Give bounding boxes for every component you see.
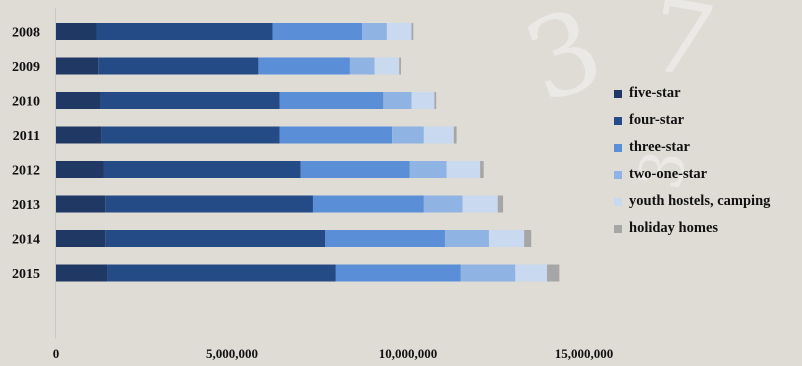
legend-label: five-star — [629, 85, 681, 101]
category-label-2013: 2013 — [12, 198, 40, 213]
legend-label: four-star — [629, 112, 685, 128]
legend-swatch — [614, 89, 622, 98]
bar-2011-youth-hostels-camping — [423, 126, 454, 144]
legend-item: youth hostels, camping — [614, 188, 770, 215]
bar-2013-two-one-star — [423, 195, 463, 213]
bar-2009-four-star — [98, 57, 259, 75]
legend-swatch — [614, 170, 622, 179]
bar-2008-four-star — [96, 23, 273, 40]
bar-2010-holiday-homes — [434, 92, 437, 109]
bar-2012-holiday-homes — [480, 161, 484, 178]
legend-item: two-one-star — [614, 161, 770, 188]
bar-2010-youth-hostels-camping — [411, 92, 435, 109]
x-tick-label: 15,000,000 — [555, 346, 614, 361]
bar-2010-three-star — [279, 92, 384, 109]
bar-2015-two-one-star — [460, 264, 516, 282]
bar-2012-two-one-star — [409, 161, 447, 178]
x-tick-label: 10,000,000 — [379, 346, 438, 361]
bar-2014-two-one-star — [444, 230, 489, 247]
legend-label: two-one-star — [629, 166, 708, 182]
legend: five-star four-star three-star two-one-star… — [614, 80, 770, 242]
legend-item: holiday homes — [614, 215, 770, 242]
legend-swatch — [614, 197, 622, 206]
bar-2014-three-star — [325, 230, 445, 247]
bar-2008-two-one-star — [362, 23, 387, 40]
legend-swatch — [614, 224, 622, 233]
legend-label: youth hostels, camping — [629, 193, 771, 209]
bar-2013-holiday-homes — [497, 195, 504, 213]
bar-2013-three-star — [312, 195, 424, 213]
bar-2012-five-star — [56, 161, 104, 178]
legend-item: five-star — [614, 80, 770, 107]
bar-2010-two-one-star — [383, 92, 412, 109]
x-axis-ticks: 0 5,000,000 10,000,000 15,000,000 — [53, 346, 614, 361]
bar-2010-four-star — [100, 92, 280, 109]
bar-2014-holiday-homes — [524, 230, 532, 247]
bar-2012-youth-hostels-camping — [446, 161, 481, 178]
bar-2010-five-star — [56, 92, 100, 109]
bar-2014-four-star — [105, 230, 326, 247]
bar-2013-five-star — [56, 195, 106, 213]
bar-2011-four-star — [101, 126, 280, 144]
bar-2009-holiday-homes — [399, 57, 401, 75]
category-label-2015: 2015 — [12, 267, 40, 282]
category-label-2008: 2008 — [12, 26, 40, 41]
bar-2012-four-star — [103, 161, 301, 178]
category-label-2014: 2014 — [12, 233, 40, 248]
bar-2011-two-one-star — [392, 126, 424, 144]
bar-2009-three-star — [258, 57, 350, 75]
bar-2014-youth-hostels-camping — [488, 230, 525, 247]
bar-2015-holiday-homes — [547, 264, 560, 282]
bar-2015-four-star — [107, 264, 336, 282]
legend-label: three-star — [629, 139, 690, 155]
category-label-2010: 2010 — [12, 95, 40, 110]
legend-swatch — [614, 116, 622, 125]
bar-2008-three-star — [272, 23, 363, 40]
bar-2015-three-star — [335, 264, 461, 282]
bar-2009-youth-hostels-camping — [374, 57, 400, 75]
bar-2009-two-one-star — [349, 57, 375, 75]
bar-2012-three-star — [300, 161, 410, 178]
bar-2013-four-star — [105, 195, 313, 213]
bar-2013-youth-hostels-camping — [462, 195, 498, 213]
category-label-2012: 2012 — [12, 164, 40, 179]
x-tick-label: 5,000,000 — [206, 346, 258, 361]
bar-2009-five-star — [56, 57, 99, 75]
bar-2008-holiday-homes — [411, 23, 414, 40]
legend-label: holiday homes — [629, 220, 719, 236]
x-tick-label: 0 — [53, 346, 60, 361]
bar-2011-three-star — [279, 126, 393, 144]
bar-area — [56, 23, 560, 282]
legend-item: three-star — [614, 134, 770, 161]
legend-item: four-star — [614, 107, 770, 134]
bar-2014-five-star — [56, 230, 106, 247]
bar-2008-youth-hostels-camping — [386, 23, 412, 40]
category-labels: 2008 2009 2010 2011 2012 2013 2014 2015 — [12, 26, 40, 283]
legend-swatch — [614, 143, 622, 152]
category-label-2011: 2011 — [13, 129, 40, 144]
bar-2008-five-star — [56, 23, 97, 40]
bar-2015-youth-hostels-camping — [515, 264, 548, 282]
bar-2015-five-star — [56, 264, 108, 282]
bar-2011-holiday-homes — [453, 126, 457, 144]
category-label-2009: 2009 — [12, 60, 40, 75]
bar-2011-five-star — [56, 126, 102, 144]
